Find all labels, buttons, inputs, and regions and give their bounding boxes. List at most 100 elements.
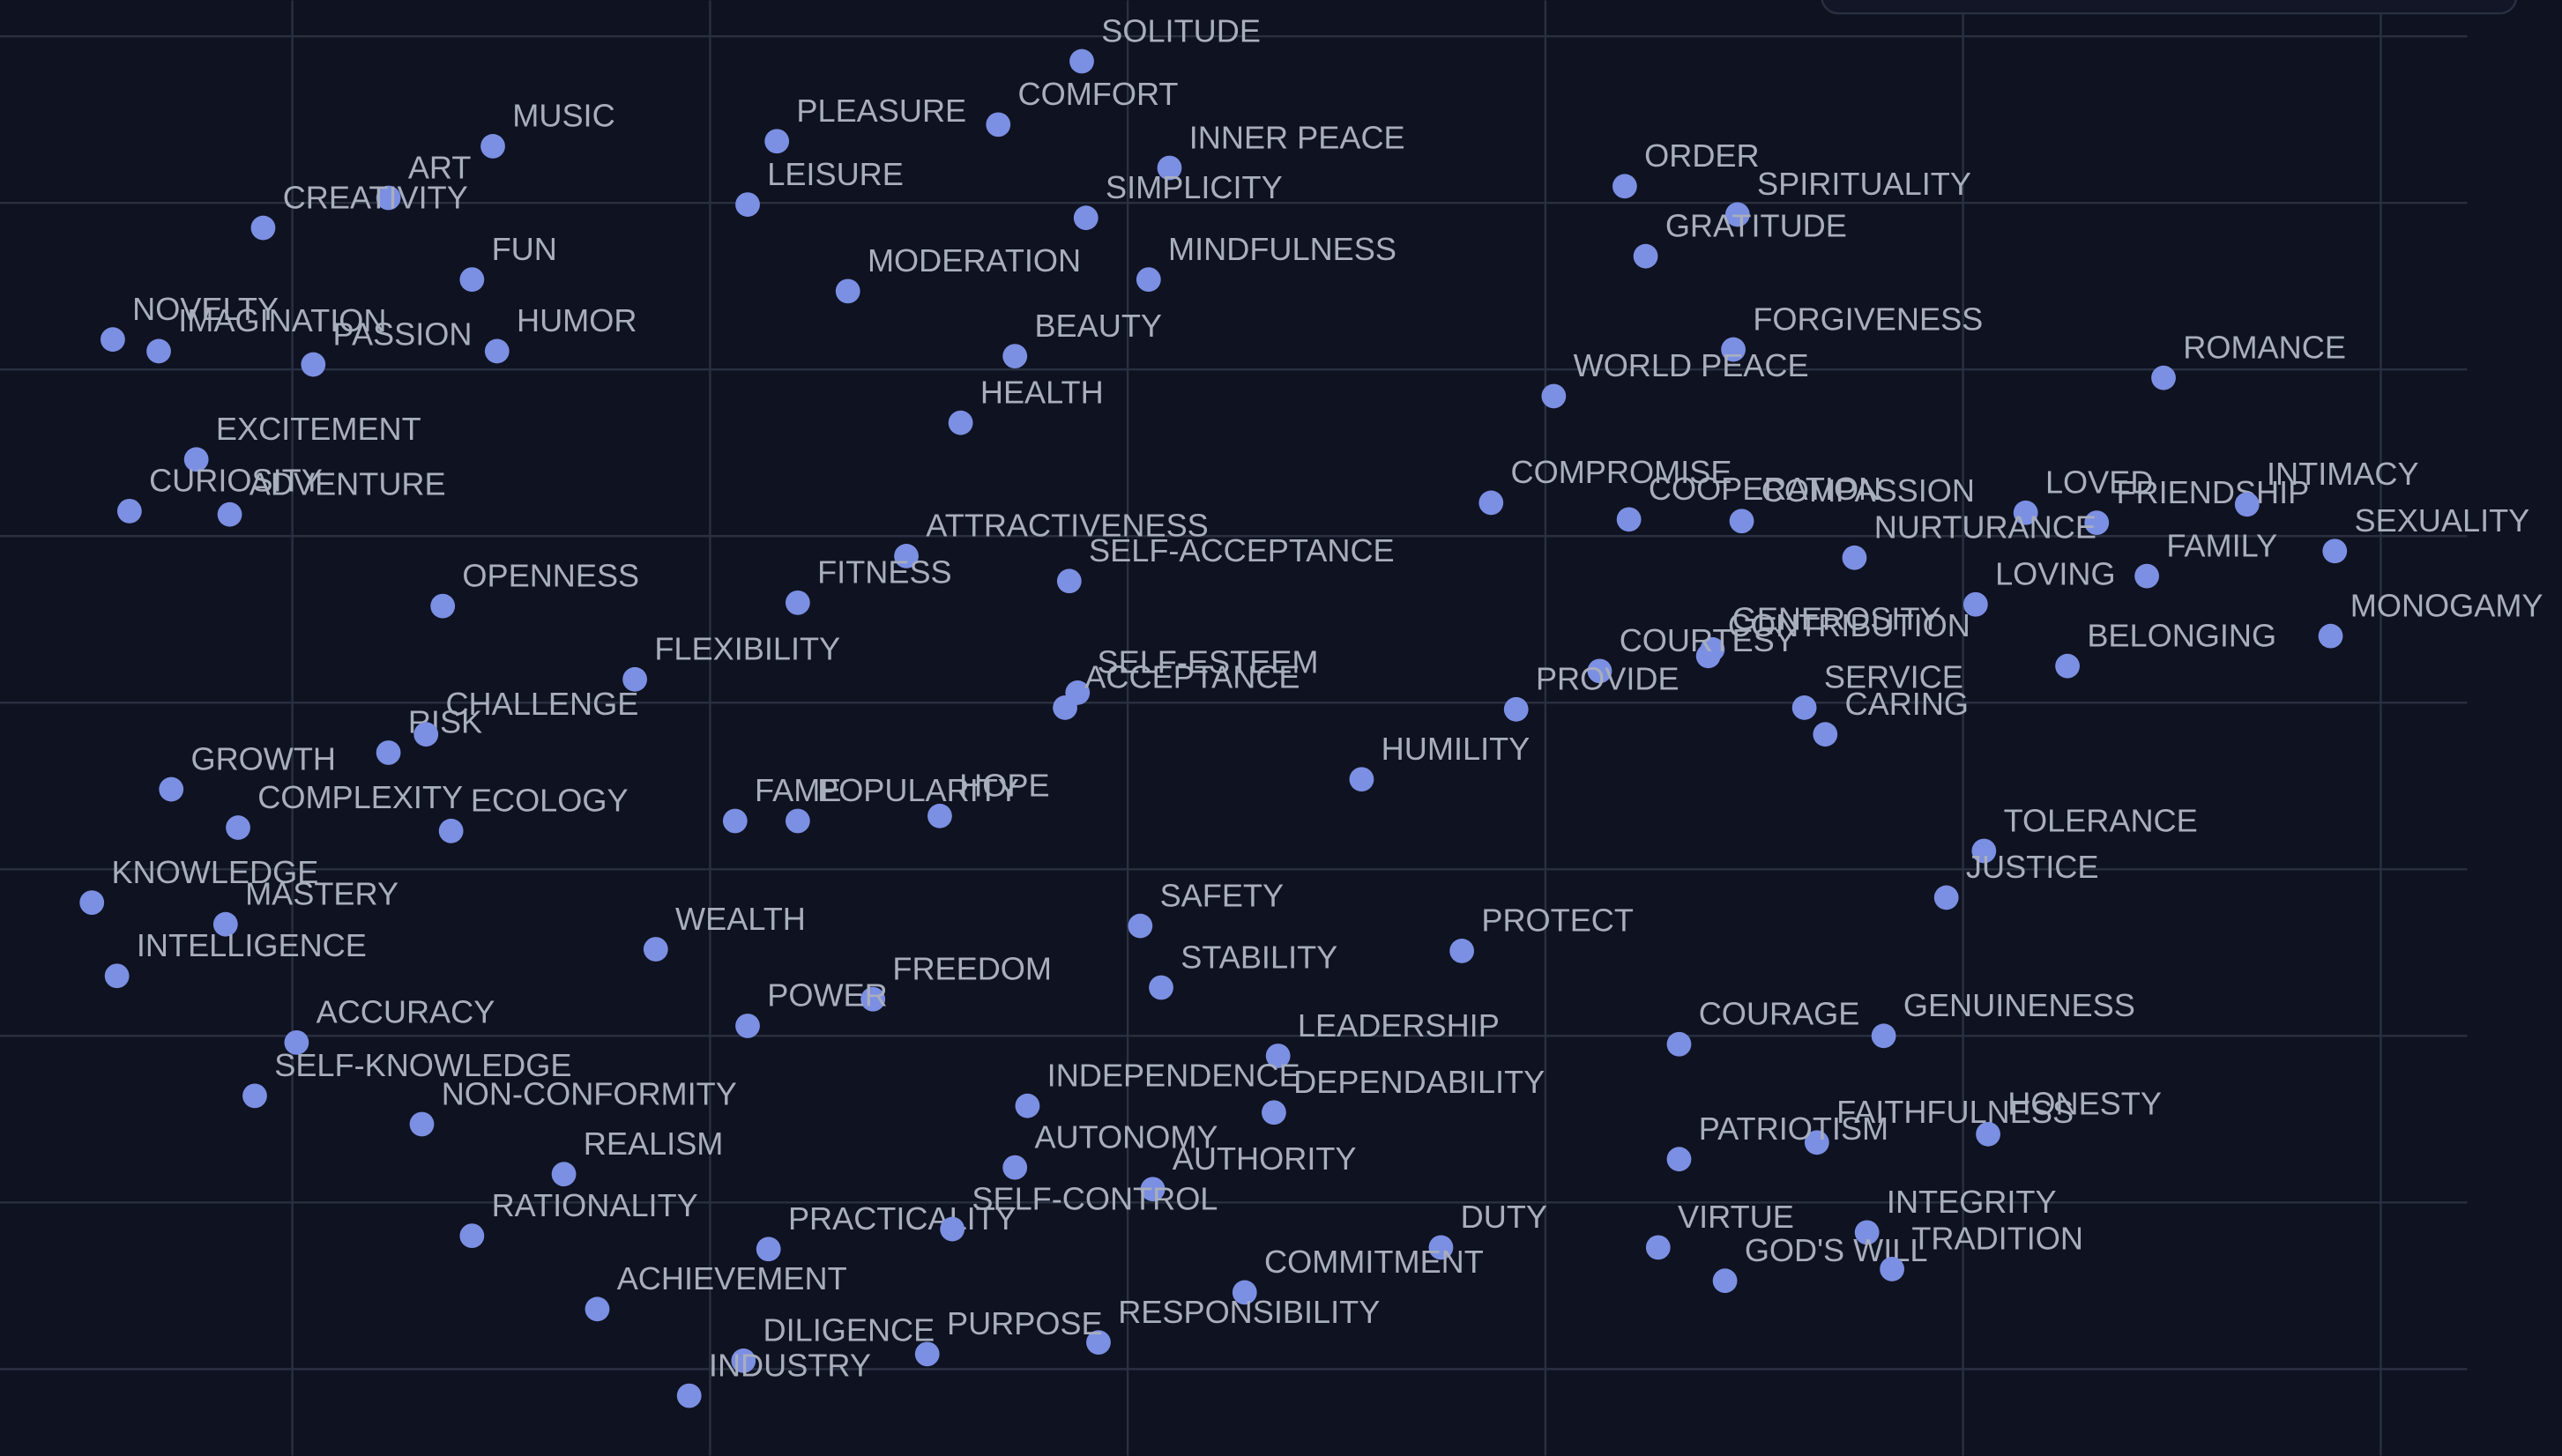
point-label: SELF-CONTROL <box>972 1180 1218 1216</box>
point-label: COMPASSION <box>1761 472 1975 509</box>
point <box>785 590 810 615</box>
point-label: LEADERSHIP <box>1298 1007 1500 1044</box>
point-label: FAITHFULNESS <box>1836 1094 2074 1130</box>
point-label: POPULARITY <box>817 772 1019 808</box>
point-label: CARING <box>1845 686 1970 722</box>
point-label: ECOLOGY <box>471 783 629 819</box>
point <box>2318 623 2343 649</box>
point-label: INTELLIGENCE <box>137 927 367 963</box>
point <box>735 1014 760 1038</box>
point <box>986 112 1011 137</box>
point-label: COMMITMENT <box>1264 1244 1484 1280</box>
point <box>948 410 973 435</box>
point-label: INNER PEACE <box>1189 119 1405 155</box>
point <box>1871 1023 1896 1049</box>
point-label: COURAGE <box>1699 996 1860 1032</box>
point-label: HEALTH <box>980 374 1104 410</box>
point-label: OPENNESS <box>462 557 639 593</box>
point <box>438 818 464 843</box>
point <box>430 593 456 619</box>
point <box>1503 696 1529 722</box>
point <box>1232 1280 1257 1305</box>
point-label: ACHIEVEMENT <box>617 1260 847 1296</box>
point-label: POWER <box>767 977 887 1014</box>
point <box>1729 509 1754 534</box>
point-label: ART <box>408 149 472 185</box>
point-label: FORGIVENESS <box>1753 301 1983 337</box>
point <box>1262 1100 1286 1125</box>
point <box>940 1216 965 1242</box>
point <box>2151 365 2176 390</box>
point-label: EXCITEMENT <box>216 411 421 447</box>
point <box>1804 1130 1829 1155</box>
point-label: RATIONALITY <box>492 1187 698 1223</box>
point <box>1428 1235 1454 1260</box>
point-label: NOVELTY <box>132 291 279 327</box>
point-label: PATRIOTISM <box>1699 1111 1888 1147</box>
point <box>1666 1031 1692 1057</box>
point <box>104 963 130 989</box>
point <box>1140 1177 1166 1202</box>
point <box>459 267 485 293</box>
point-label: COMPROMISE <box>1511 454 1732 490</box>
point <box>159 776 184 802</box>
panel <box>1821 0 2518 15</box>
point <box>1962 591 1988 617</box>
point-label: FAMILY <box>2166 527 2277 563</box>
point <box>413 722 439 747</box>
point-label: FAME <box>755 772 841 808</box>
point-label: SELF-ACCEPTANCE <box>1089 532 1395 568</box>
point <box>914 1341 940 1367</box>
point <box>1854 1220 1880 1245</box>
point <box>585 1296 610 1322</box>
point <box>785 808 810 834</box>
point <box>2234 492 2260 517</box>
point <box>1157 155 1182 181</box>
point-label: GROWTH <box>190 740 336 776</box>
point-label: FRIENDSHIP <box>2116 474 2309 510</box>
point <box>1069 48 1094 74</box>
point <box>860 986 886 1012</box>
point <box>484 338 510 364</box>
point-label: CREATIVITY <box>283 179 468 215</box>
point <box>146 338 171 364</box>
grid <box>0 0 2468 1456</box>
point-label: COURTESY <box>1620 622 1796 658</box>
point <box>731 1348 756 1373</box>
point-label: SOLITUDE <box>1101 12 1261 48</box>
point-label: PRACTICALITY <box>788 1200 1017 1237</box>
point-label: ADVENTURE <box>249 465 446 501</box>
point <box>1633 243 1658 269</box>
point-label: CURIOSITY <box>149 463 323 499</box>
point-label: INDUSTRY <box>709 1347 871 1383</box>
point <box>1086 1330 1111 1356</box>
point-label: ATTRACTIVENESS <box>926 508 1209 544</box>
point-label: JUSTICE <box>1966 849 2099 885</box>
point <box>1695 643 1721 669</box>
point-label: NURTURANCE <box>1874 509 2097 546</box>
point-label: MONOGAMY <box>2350 587 2543 623</box>
point-label: FLEXIBILITY <box>654 631 840 667</box>
point-label: GENEROSITY <box>1732 601 1941 637</box>
point <box>2055 653 2080 679</box>
point-label: MASTERY <box>245 875 398 911</box>
point-label: ORDER <box>1644 137 1759 174</box>
point <box>1015 1093 1040 1118</box>
point <box>226 815 250 840</box>
point <box>1587 658 1612 684</box>
point-label: SEXUALITY <box>2355 502 2530 539</box>
point <box>1265 1044 1291 1068</box>
point <box>1128 913 1153 939</box>
point <box>1976 1121 2000 1147</box>
point-label: MINDFULNESS <box>1168 231 1396 267</box>
point-label: MODERATION <box>868 242 1081 279</box>
point-label: RESPONSIBILITY <box>1118 1294 1380 1330</box>
point-label: LEISURE <box>767 156 904 192</box>
point-label: AUTHORITY <box>1173 1140 1357 1177</box>
point <box>79 890 105 915</box>
point <box>1073 205 1099 231</box>
point-label: PLEASURE <box>796 93 966 129</box>
point-label: LOVED <box>2045 464 2153 501</box>
point <box>250 215 276 241</box>
